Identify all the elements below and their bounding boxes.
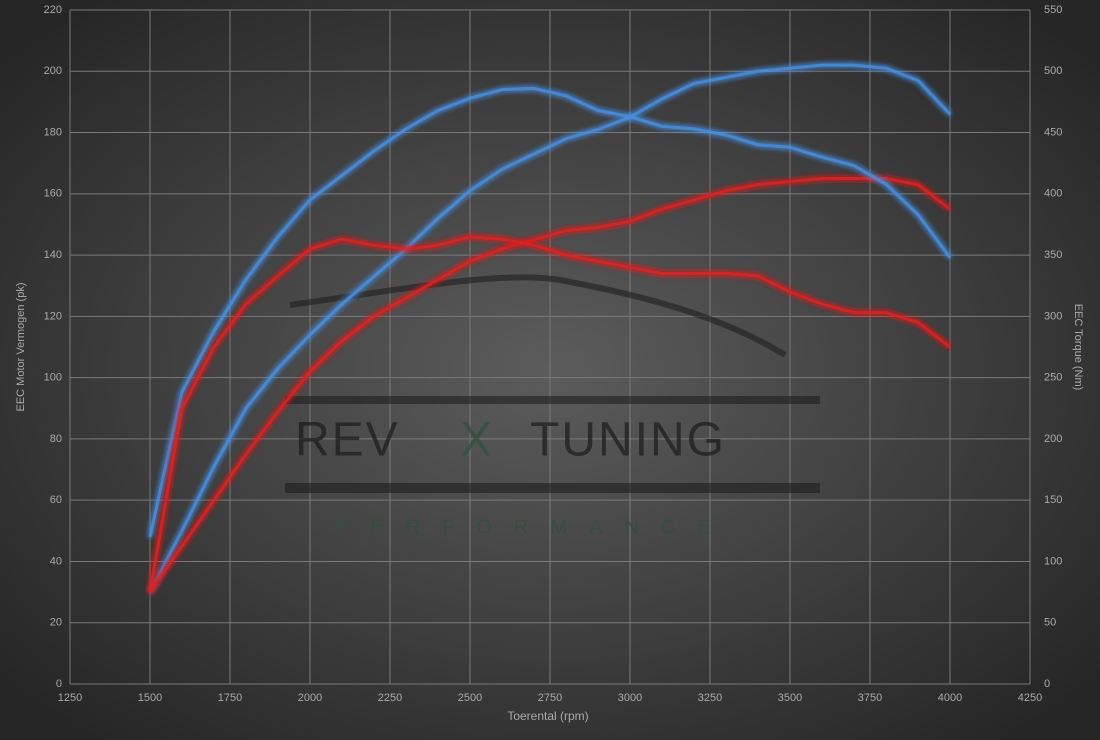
x-tick-label: 1250 bbox=[58, 692, 82, 704]
x-tick-label: 3500 bbox=[778, 692, 802, 704]
y-tick-label: 160 bbox=[44, 188, 62, 200]
y2-tick-label: 150 bbox=[1044, 494, 1062, 506]
y-axis-label: EEC Motor Vermogen (pk) bbox=[15, 283, 27, 412]
watermark: REV X TUNING PERFORMANCE bbox=[285, 274, 820, 538]
x-tick-label: 3750 bbox=[858, 692, 882, 704]
y-tick-label: 0 bbox=[56, 678, 62, 690]
x-tick-label: 4250 bbox=[1018, 692, 1042, 704]
series-line bbox=[148, 177, 951, 593]
y-tick-label: 60 bbox=[50, 494, 62, 506]
x-tick-label: 1750 bbox=[218, 692, 242, 704]
watermark-text: REV bbox=[295, 414, 400, 467]
x-tick-label: 2500 bbox=[458, 692, 482, 704]
y2-tick-label: 350 bbox=[1044, 249, 1062, 261]
x-tick-label: 4000 bbox=[938, 692, 962, 704]
watermark-text: PERFORMANCE bbox=[335, 516, 733, 538]
y-tick-label: 120 bbox=[44, 310, 62, 322]
y2-tick-label: 550 bbox=[1044, 4, 1062, 16]
x-tick-label: 2250 bbox=[378, 692, 402, 704]
y2-axis-label: EEC Torque (Nm) bbox=[1072, 304, 1084, 391]
y2-tick-label: 200 bbox=[1044, 433, 1062, 445]
watermark-text: TUNING bbox=[530, 414, 726, 467]
x-axis-label: Toerental (rpm) bbox=[507, 709, 588, 723]
y-tick-label: 80 bbox=[50, 433, 62, 445]
y-tick-label: 100 bbox=[44, 372, 62, 384]
x-tick-label: 2000 bbox=[298, 692, 322, 704]
y2-tick-label: 250 bbox=[1044, 372, 1062, 384]
y2-tick-label: 450 bbox=[1044, 126, 1062, 138]
x-tick-label: 1500 bbox=[138, 692, 162, 704]
y2-tick-label: 300 bbox=[1044, 310, 1062, 322]
y-tick-label: 220 bbox=[44, 4, 62, 16]
y2-tick-label: 500 bbox=[1044, 65, 1062, 77]
watermark-text: X bbox=[460, 414, 494, 467]
y-tick-label: 40 bbox=[50, 555, 62, 567]
y-tick-label: 20 bbox=[50, 617, 62, 629]
x-tick-label: 3000 bbox=[618, 692, 642, 704]
series-line bbox=[148, 86, 952, 538]
x-tick-label: 3250 bbox=[698, 692, 722, 704]
y2-tick-label: 100 bbox=[1044, 555, 1062, 567]
y-tick-label: 140 bbox=[44, 249, 62, 261]
y-tick-label: 180 bbox=[44, 126, 62, 138]
y2-tick-label: 400 bbox=[1044, 188, 1062, 200]
x-tick-label: 2750 bbox=[538, 692, 562, 704]
y2-tick-label: 50 bbox=[1044, 617, 1056, 629]
y2-tick-label: 0 bbox=[1044, 678, 1050, 690]
y-tick-label: 200 bbox=[44, 65, 62, 77]
series-line bbox=[148, 235, 951, 593]
series-line bbox=[148, 63, 952, 593]
